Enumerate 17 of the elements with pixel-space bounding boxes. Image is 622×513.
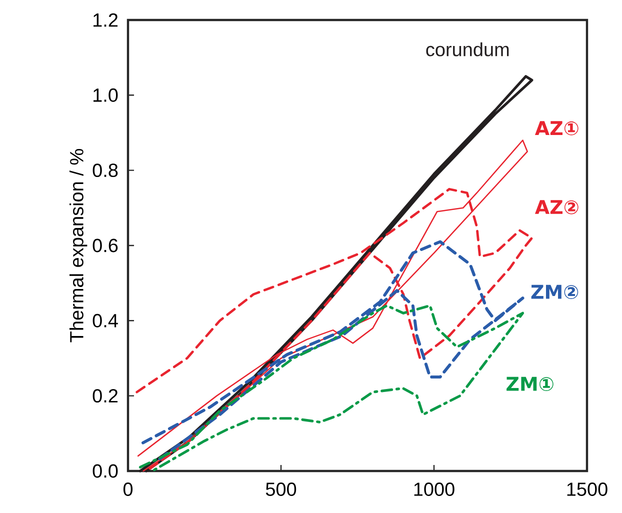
x-tick-label: 1000 bbox=[414, 482, 454, 496]
y-tick-label: 0.0 bbox=[92, 464, 118, 478]
series-label: ZM① bbox=[506, 376, 554, 392]
y-tick-label: 1.2 bbox=[94, 13, 118, 27]
x-tick-label: 1500 bbox=[567, 482, 608, 496]
series-label: AZ① bbox=[534, 121, 578, 136]
x-tick-label: 500 bbox=[266, 482, 296, 496]
y-axis-title: Thermal expansion / % bbox=[69, 149, 88, 342]
series-label: corundum bbox=[426, 42, 509, 56]
y-tick-label: 0.8 bbox=[92, 164, 118, 178]
y-tick-label: 1.0 bbox=[94, 88, 118, 102]
y-tick-label: 0.2 bbox=[92, 389, 118, 403]
y-tick-label: 0.6 bbox=[92, 238, 118, 252]
series-label: ZM② bbox=[531, 284, 578, 300]
x-tick-label: 0 bbox=[123, 482, 133, 496]
y-tick-label: 0.4 bbox=[92, 314, 118, 328]
series-label: AZ② bbox=[534, 200, 578, 214]
